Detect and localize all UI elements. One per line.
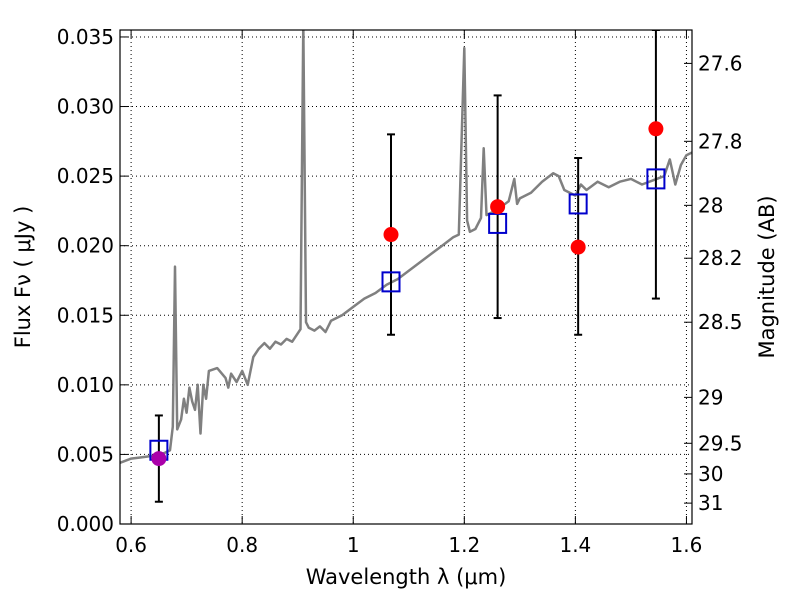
x-tick-label: 0.8: [226, 533, 258, 557]
magnitude-tick-label: 28.2: [698, 246, 743, 270]
y-axis-title: Flux Fν ( μJy ): [11, 206, 35, 349]
x-tick-label: 1.6: [671, 533, 703, 557]
model-spectrum-line: [120, 30, 692, 464]
model-photometry-square: [568, 193, 588, 215]
y-axis-title-text: Flux Fν ( μJy ): [11, 206, 35, 349]
magnitude-tick-label: 30: [698, 462, 723, 486]
observed-flux-point: [490, 199, 506, 215]
x-tick-label: 1: [347, 533, 360, 557]
magnitude-tick-label: 27.8: [698, 129, 743, 153]
x-axis-title-text: Wavelength λ (μm): [306, 565, 507, 589]
right-axis-title-text: Magnitude (AB): [755, 195, 779, 358]
magnitude-tick-label: 29: [698, 385, 723, 409]
x-axis-title: Wavelength λ (μm): [306, 565, 507, 589]
y-tick-label: 0.000: [57, 512, 114, 536]
x-tick-label: 0.6: [115, 533, 147, 557]
observed-flux-point: [570, 239, 586, 255]
magnitude-tick-label: 31: [698, 491, 723, 515]
x-tick-label: 1.2: [448, 533, 480, 557]
axes: 0.6 0.8 1 1.2 1.4 1.6 0.000 0.005 0.010 0.015 0.02…: [57, 25, 743, 557]
observed-flux-point: [383, 227, 399, 243]
right-axis-title: Magnitude (AB): [755, 195, 779, 358]
magnitude-tick-label: 27.6: [698, 51, 743, 75]
y-tick-label: 0.015: [57, 303, 114, 327]
model-photometry-square: [381, 271, 401, 293]
y-tick-label: 0.005: [57, 442, 114, 466]
y-tick-label: 0.030: [57, 95, 114, 119]
data-layer: [120, 30, 692, 503]
magnitude-tick-label: 28: [698, 193, 723, 217]
magnitude-tick-label: 28.5: [698, 310, 743, 334]
plot-background: [120, 30, 692, 524]
y-tick-label: 0.020: [57, 234, 114, 258]
observed-flux-point: [648, 121, 664, 137]
y-tick-label: 0.035: [57, 25, 114, 49]
observed-flux-point: [151, 451, 167, 467]
model-photometry-square: [646, 168, 666, 190]
x-tick-label: 1.4: [559, 533, 591, 557]
y-tick-label: 0.025: [57, 164, 114, 188]
plot-frame: [119, 29, 693, 525]
magnitude-tick-label: 29.5: [698, 431, 743, 455]
y-tick-label: 0.010: [57, 373, 114, 397]
